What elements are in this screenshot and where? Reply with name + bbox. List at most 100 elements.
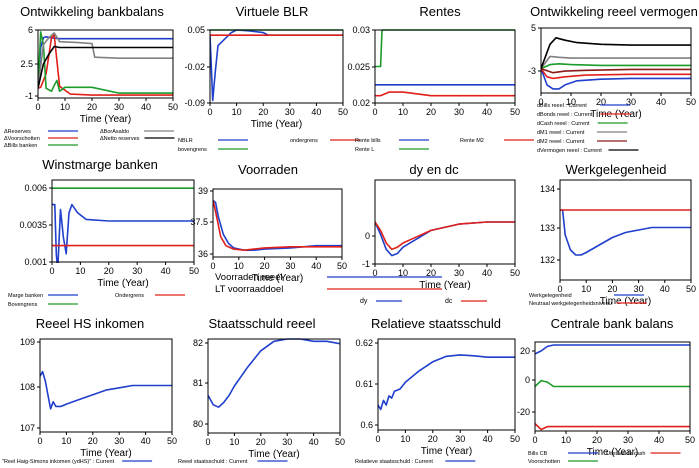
chart-title: Rentes xyxy=(419,4,461,19)
legend-entry-ondergrens: ondergrens xyxy=(290,138,360,144)
x-tick-label: 50 xyxy=(686,284,696,294)
series-line-dbills-reeel-current xyxy=(541,68,691,90)
legend-entry-voorschotten: ΔVoorschotten xyxy=(4,136,78,142)
chart-panel-10: Staatsschuld reeel 0 10 20 30 40 50 82 81 80 Time … xyxy=(178,316,345,465)
x-tick-label: 40 xyxy=(660,284,670,294)
legend-entry-dc: dc xyxy=(445,298,487,305)
legend-entry-dvermogen-reeel-current: dVermogen reeel : Current xyxy=(537,148,639,154)
chart-title: Reeel HS inkomen xyxy=(36,316,144,331)
x-tick-label: 0 xyxy=(372,268,377,278)
legend-entry-bills-banken: ΔBills banken xyxy=(4,143,78,149)
x-tick-label: 10 xyxy=(561,435,571,445)
plot-frame xyxy=(534,341,691,432)
x-tick-label: 30 xyxy=(623,435,633,445)
y-tick-label: 5 xyxy=(531,23,536,33)
chart-panel-3: Rentes 0 10 20 30 40 50 0.03 0.025 0.02 Rente bill… xyxy=(347,4,534,153)
y-tick-label: -3 xyxy=(528,66,536,76)
x-tick-label: 20 xyxy=(260,261,270,271)
chart-title: Relatieve staatsschuld xyxy=(371,316,501,331)
legend-label: dc xyxy=(445,298,453,305)
x-tick-label: 10 xyxy=(581,284,591,294)
chart-panel-4: Ontwikkeling reeel vermogen 0 10 20 30 40 50 5 -… xyxy=(528,4,698,154)
x-tick-label: 50 xyxy=(510,107,520,117)
chart-panel-1: Ontwikkeling bankbalans 0 10 20 30 40 50 6 2.5 -1… xyxy=(4,4,178,149)
legend-entry-bovengrens: Bovengrens xyxy=(8,302,78,308)
y-tick-label: 2.5 xyxy=(20,59,33,69)
x-tick-label: 40 xyxy=(483,434,493,444)
legend-entry-voorraden-reeel: Voorraden reeel xyxy=(215,272,442,283)
x-axis-label: Time (Year) xyxy=(97,278,149,289)
legend-label: Bills CB xyxy=(528,451,548,457)
legend-entry-reeel-staatsschuld-current: Reeel staatsschuld : Current xyxy=(178,459,288,465)
x-tick-label: 0 xyxy=(205,437,210,447)
x-tick-label: 0 xyxy=(35,102,40,112)
series-line-bills-cb xyxy=(535,344,690,355)
x-tick-label: 30 xyxy=(114,102,124,112)
series-line-relatieve-staatsschuld-current xyxy=(378,354,515,411)
x-tick-label: 30 xyxy=(114,436,124,446)
plot-frame xyxy=(212,188,343,258)
legend-label: dBills reeel : Current xyxy=(537,103,587,109)
legend-label: ΔVoorschotten xyxy=(4,136,40,142)
y-tick-label: 0.02 xyxy=(352,98,370,108)
legend-entry-lt-voorraaddoel: LT voorraaddoel xyxy=(215,284,442,295)
series-line-voorschotten xyxy=(535,379,690,388)
series-line-dm1-reeel-current xyxy=(541,55,691,70)
y-tick-label: 109 xyxy=(20,337,35,347)
series-line-borasaldo xyxy=(38,32,173,89)
legend-label: Neutraal werkgelegenheidsniveau xyxy=(529,301,612,307)
x-tick-label: 40 xyxy=(309,437,319,447)
chart-title: Virtuele BLR xyxy=(236,4,309,19)
legend-label: Bovengrens xyxy=(8,302,38,308)
x-tick-label: 50 xyxy=(189,266,199,276)
series-line-lt-voorraaddoel xyxy=(213,200,342,251)
series-line-dbonds-reeel-current xyxy=(541,68,691,80)
plot-frame xyxy=(377,338,516,431)
y-tick-label: -1 xyxy=(362,259,370,269)
legend-label: Rente bills xyxy=(355,138,381,144)
x-tick-label: 50 xyxy=(168,102,178,112)
legend-entry-neutraal-werkgelegenheidsniveau: Neutraal werkgelegenheidsniveau xyxy=(529,301,647,307)
series-line-voorraden-reeel xyxy=(213,199,342,251)
legend-label: Relatieve staatsschuld : Current xyxy=(355,459,433,465)
x-tick-label: 50 xyxy=(167,436,177,446)
x-tick-label: 30 xyxy=(626,97,636,107)
x-tick-label: 40 xyxy=(311,107,321,117)
y-tick-label: 0.006 xyxy=(24,183,47,193)
x-tick-label: 50 xyxy=(338,107,348,117)
legend-entry-voorschotten: Voorschotten xyxy=(528,459,598,465)
legend-entry-marge-banken: Marge banken xyxy=(8,293,78,299)
x-tick-label: 10 xyxy=(232,107,242,117)
x-axis-label: Time (Year) xyxy=(251,119,303,130)
legend-entry-netto-reserves: ΔNetto reserves xyxy=(100,136,175,142)
chart-panel-11: Relatieve staatsschuld 0 10 20 30 40 50 0.62 0.6… xyxy=(355,316,520,465)
series-line-werkgelegenheid xyxy=(560,209,691,256)
legend-entry-dbonds-reeel-current: dBonds reeel : Current xyxy=(537,112,631,118)
chart-title: Voorraden xyxy=(238,162,298,177)
x-tick-label: 10 xyxy=(398,268,408,278)
legend-label: ΔBorAsaldo xyxy=(100,129,129,135)
y-tick-label: 0.05 xyxy=(187,25,205,35)
chart-panel-5: Winstmarge banken 0 10 20 30 40 50 0.006 0.0035 0… xyxy=(8,157,199,308)
y-tick-label: -1 xyxy=(25,91,33,101)
y-tick-label: 36 xyxy=(198,249,208,259)
series-line-uitstaande-cash xyxy=(535,423,690,431)
x-tick-label: 0 xyxy=(37,436,42,446)
y-tick-label: 133 xyxy=(540,223,555,233)
series-line-dcash-reeel-current xyxy=(541,62,691,70)
x-tick-label: 20 xyxy=(607,284,617,294)
x-tick-label: 20 xyxy=(104,266,114,276)
x-tick-label: 40 xyxy=(161,266,171,276)
x-tick-label: 0 xyxy=(532,435,537,445)
series-line-dm2-reeel-current xyxy=(541,67,691,74)
x-tick-label: 20 xyxy=(88,436,98,446)
legend-entry-bovengrens: bovengrens xyxy=(178,147,248,153)
y-tick-label: 82 xyxy=(193,338,203,348)
legend-entry-bills-cb: Bills CB xyxy=(528,451,598,457)
x-tick-label: 50 xyxy=(337,261,347,271)
legend-label: Voorschotten xyxy=(528,459,560,465)
plot-frame xyxy=(51,179,195,263)
x-tick-label: 30 xyxy=(132,266,142,276)
plot-frame xyxy=(374,179,516,265)
